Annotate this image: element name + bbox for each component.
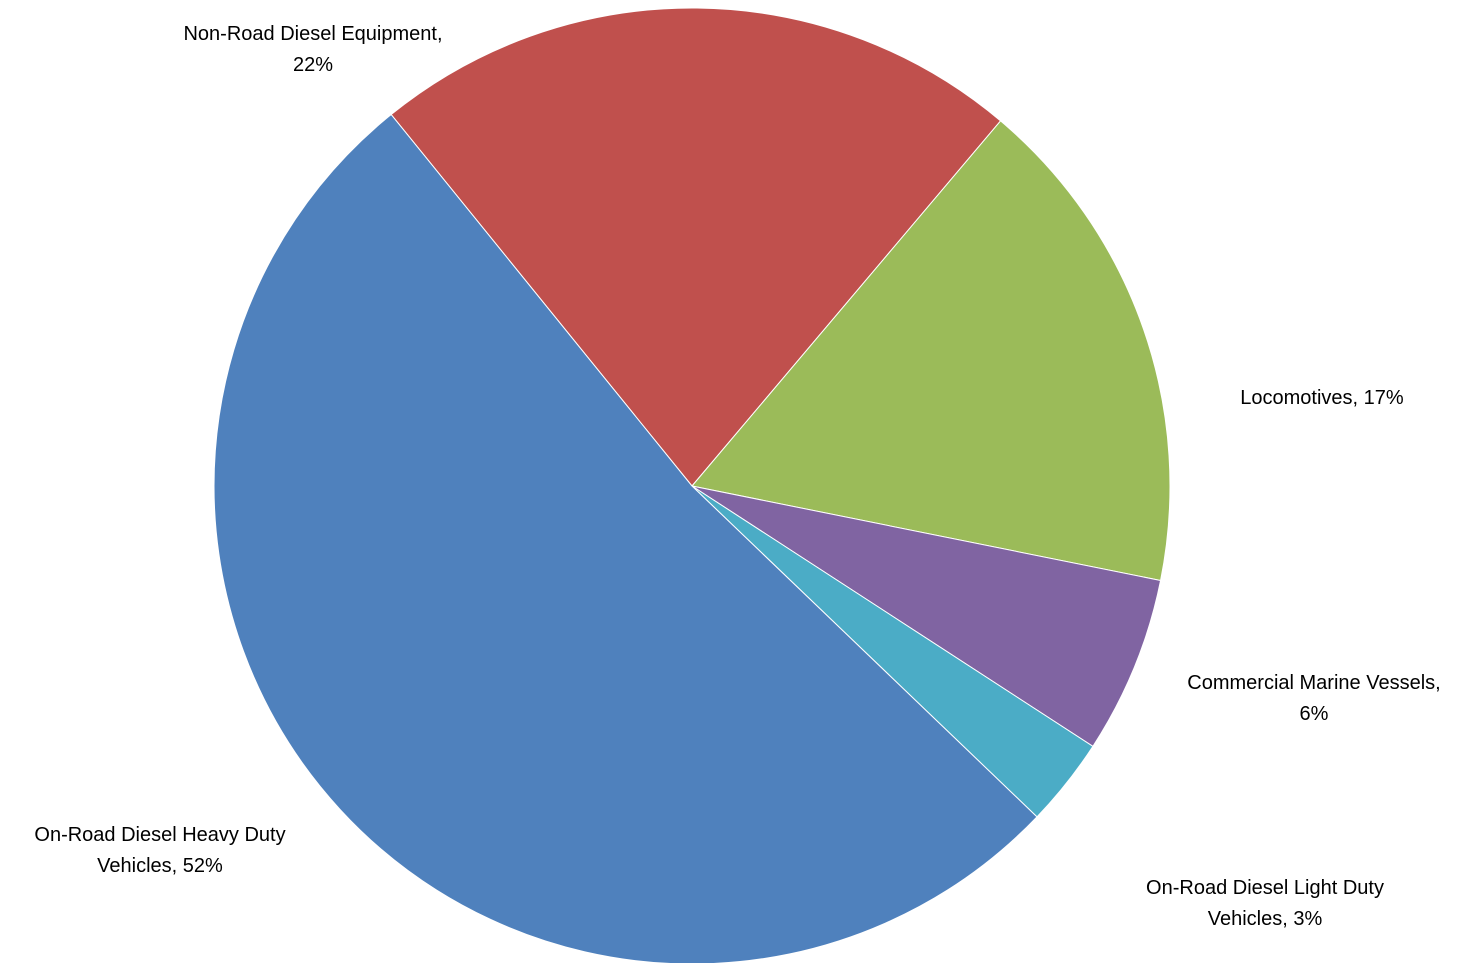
slice-label-non-road-diesel-equipment: Non-Road Diesel Equipment, 22% <box>183 23 442 76</box>
slice-label-on-road-diesel-heavy-duty-vehicles: On-Road Diesel Heavy Duty Vehicles, 52% <box>34 824 285 877</box>
slice-label-locomotives: Locomotives, 17% <box>1240 387 1404 409</box>
pie-slices <box>213 7 1171 963</box>
slice-label-on-road-diesel-light-duty-vehicles: On-Road Diesel Light Duty Vehicles, 3% <box>1146 877 1384 930</box>
slice-labels: Non-Road Diesel Equipment, 22% Locomotives… <box>34 23 1440 930</box>
pie-slice-commercial-marine-vessels <box>691 485 1162 748</box>
slice-label-line: On-Road Diesel Light Duty <box>1146 877 1384 899</box>
pie-slice-on-road-diesel-heavy-duty-vehicles <box>213 113 1038 963</box>
slice-label-line: 6% <box>1300 703 1329 725</box>
slice-label-line: 22% <box>293 54 333 76</box>
pie-slice-locomotives <box>691 120 1171 582</box>
slice-label-line: On-Road Diesel Heavy Duty <box>34 824 285 846</box>
slice-label-line: Locomotives, 17% <box>1240 387 1404 409</box>
slice-label-line: Non-Road Diesel Equipment, <box>183 23 442 45</box>
slice-label-commercial-marine-vessels: Commercial Marine Vessels, 6% <box>1187 672 1440 725</box>
slice-label-line: Commercial Marine Vessels, <box>1187 672 1440 694</box>
slice-label-line: Vehicles, 52% <box>97 855 223 877</box>
pie-slice-non-road-diesel-equipment <box>390 7 1002 487</box>
slice-label-line: Vehicles, 3% <box>1208 908 1323 930</box>
